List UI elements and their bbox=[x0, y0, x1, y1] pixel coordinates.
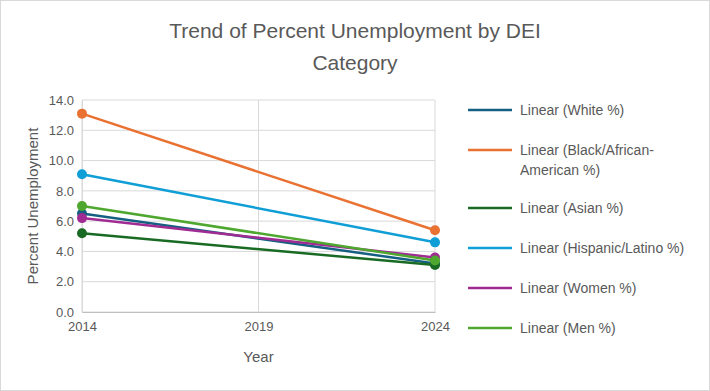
series-line bbox=[82, 114, 435, 231]
y-tick-label: 8.0 bbox=[56, 184, 74, 199]
y-tick: 4.0 bbox=[56, 244, 82, 259]
x-tick: 2024 bbox=[421, 312, 450, 334]
legend-swatch bbox=[468, 149, 512, 152]
legend-swatch bbox=[468, 247, 512, 250]
y-tick: 8.0 bbox=[56, 184, 82, 199]
legend-label: Linear (Women %) bbox=[520, 280, 636, 296]
x-axis-title: Year bbox=[243, 348, 273, 365]
chart-background bbox=[1, 1, 710, 391]
y-tick-label: 4.0 bbox=[56, 244, 74, 259]
legend-label: Linear (Men %) bbox=[520, 320, 616, 336]
y-tick: 12.0 bbox=[49, 123, 82, 138]
x-grid-line bbox=[435, 100, 436, 312]
chart-title: Trend of Percent Unemployment by DEICate… bbox=[169, 19, 541, 74]
plot-area bbox=[77, 109, 440, 270]
legend-label: Linear (White %) bbox=[520, 102, 624, 118]
series-line bbox=[82, 206, 435, 261]
y-tick-label: 10.0 bbox=[49, 153, 74, 168]
legend: Linear (White %) Linear (Black/African-Am… bbox=[468, 102, 684, 336]
y-axis-title: Percent Unemployment bbox=[24, 127, 41, 285]
y-tick: 14.0 bbox=[49, 93, 82, 108]
legend-label: Linear (Black/African-American %) bbox=[520, 142, 654, 178]
legend-swatch bbox=[468, 327, 512, 330]
x-tick-label: 2024 bbox=[421, 319, 450, 334]
legend-swatch bbox=[468, 207, 512, 210]
y-tick-label: 0.0 bbox=[56, 305, 74, 320]
series-marker bbox=[77, 213, 87, 223]
series-marker bbox=[77, 109, 87, 119]
legend-label: Linear (Asian %) bbox=[520, 200, 624, 216]
legend-label: Linear (Hispanic/Latino %) bbox=[520, 240, 684, 256]
y-tick: 0.0 bbox=[56, 305, 82, 320]
series-marker bbox=[430, 225, 440, 235]
x-tick: 2014 bbox=[68, 312, 97, 334]
x-axis: 2014 2019 2024 bbox=[68, 312, 450, 334]
legend-swatch bbox=[468, 109, 512, 112]
series-marker bbox=[430, 237, 440, 247]
y-tick-label: 12.0 bbox=[49, 123, 74, 138]
series-marker bbox=[77, 228, 87, 238]
x-tick-label: 2019 bbox=[245, 319, 274, 334]
y-tick-label: 14.0 bbox=[49, 93, 74, 108]
legend-swatch bbox=[468, 287, 512, 290]
x-tick: 2019 bbox=[245, 312, 274, 334]
x-grid-line bbox=[258, 100, 259, 312]
series-marker bbox=[77, 169, 87, 179]
y-tick-label: 2.0 bbox=[56, 274, 74, 289]
y-tick-label: 6.0 bbox=[56, 214, 74, 229]
chart: 0.0 2.0 4.0 6.0 8.0 10.0 12.0 14.0 2014 2019 2024 T… bbox=[0, 0, 710, 391]
y-tick: 2.0 bbox=[56, 274, 82, 289]
series-marker bbox=[430, 256, 440, 266]
x-tick-label: 2014 bbox=[68, 319, 97, 334]
y-tick: 10.0 bbox=[49, 153, 82, 168]
grid bbox=[82, 100, 435, 312]
x-axis-line bbox=[83, 312, 436, 313]
series-marker bbox=[77, 201, 87, 211]
